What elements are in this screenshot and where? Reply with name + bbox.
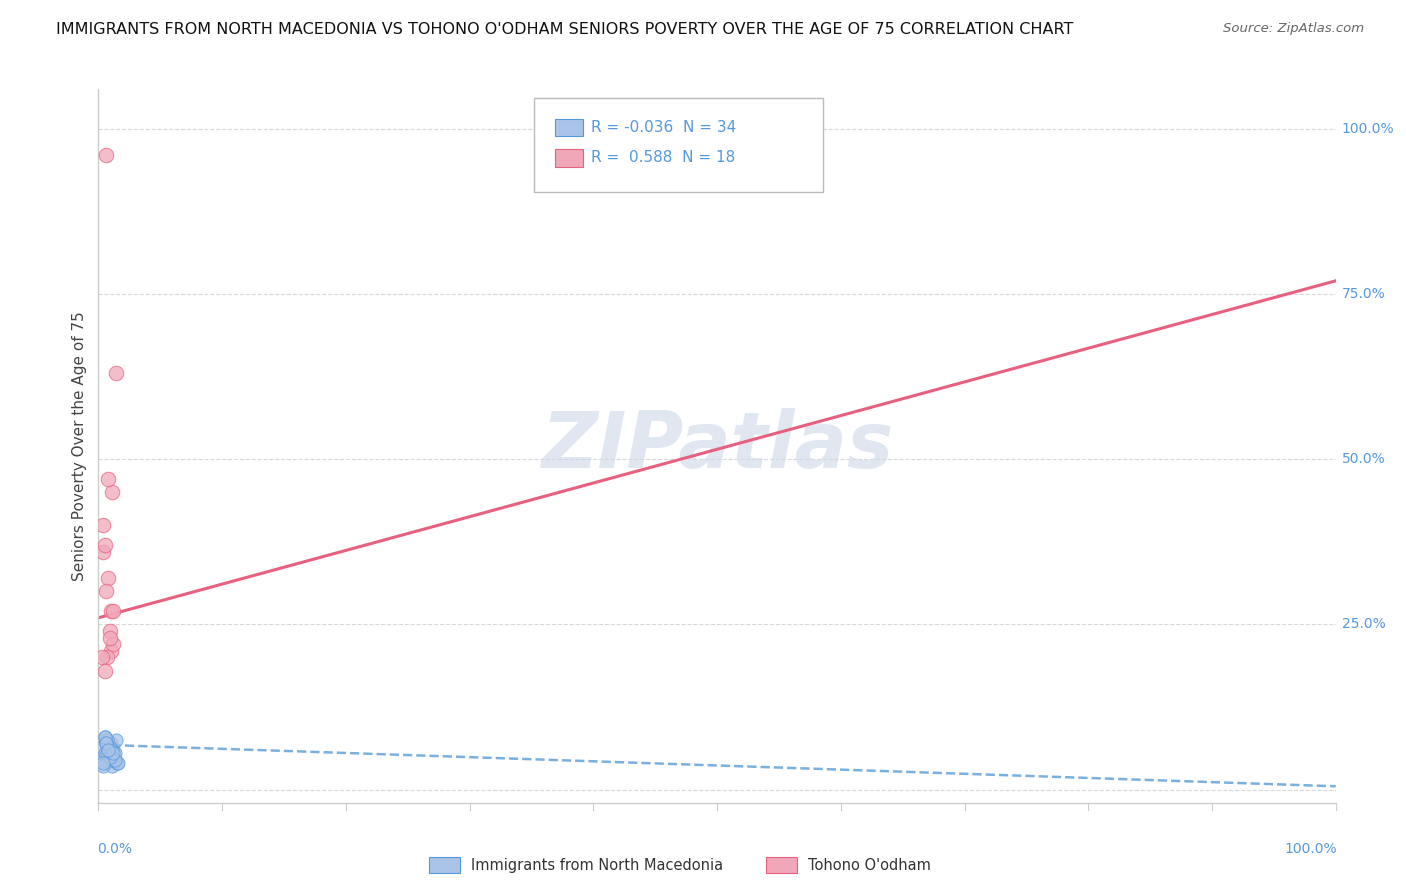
Point: [98, 743, 121, 757]
Text: 75.0%: 75.0%: [1341, 287, 1386, 301]
Text: IMMIGRANTS FROM NORTH MACEDONIA VS TOHONO O'ODHAM SENIORS POVERTY OVER THE AGE O: IMMIGRANTS FROM NORTH MACEDONIA VS TOHON…: [56, 22, 1074, 37]
Y-axis label: Seniors Poverty Over the Age of 75: Seniors Poverty Over the Age of 75: [72, 311, 87, 581]
Point: [93, 759, 115, 773]
Point: [93, 753, 115, 767]
Point: [97, 472, 120, 486]
Point: [93, 538, 115, 552]
Point: [107, 756, 129, 771]
Point: [100, 644, 122, 658]
Point: [105, 756, 128, 771]
Point: [97, 571, 120, 585]
Text: R =  0.588  N = 18: R = 0.588 N = 18: [591, 151, 735, 165]
Point: [94, 736, 117, 750]
Text: 50.0%: 50.0%: [1341, 452, 1386, 467]
Point: [100, 749, 122, 764]
Point: [93, 756, 115, 771]
Point: [94, 584, 117, 599]
Point: [98, 631, 121, 645]
Point: [101, 485, 124, 500]
Text: 100.0%: 100.0%: [1284, 842, 1337, 856]
Text: ZIPatlas: ZIPatlas: [541, 408, 893, 484]
Point: [103, 743, 125, 757]
Point: [104, 367, 127, 381]
Point: [98, 739, 121, 754]
Point: [103, 753, 125, 767]
Point: [94, 148, 117, 162]
Point: [93, 664, 115, 678]
Point: [93, 730, 115, 744]
Point: [103, 637, 125, 651]
Point: [97, 739, 120, 754]
Point: [103, 746, 125, 760]
Point: [100, 743, 122, 757]
Text: 25.0%: 25.0%: [1341, 617, 1386, 632]
Text: Tohono O'odham: Tohono O'odham: [808, 858, 931, 872]
Point: [93, 545, 115, 559]
Point: [94, 736, 117, 750]
Point: [94, 736, 117, 750]
Text: 0.0%: 0.0%: [97, 842, 132, 856]
Point: [96, 746, 118, 760]
Point: [97, 743, 120, 757]
Point: [104, 733, 127, 747]
Point: [100, 604, 122, 618]
Point: [103, 753, 125, 767]
Point: [96, 650, 118, 665]
Point: [91, 650, 114, 665]
Point: [93, 518, 115, 533]
Point: [97, 743, 120, 757]
Text: Source: ZipAtlas.com: Source: ZipAtlas.com: [1223, 22, 1364, 36]
Point: [91, 739, 114, 754]
Point: [98, 624, 121, 638]
Point: [103, 604, 125, 618]
Point: [103, 746, 125, 760]
Point: [98, 749, 121, 764]
Point: [93, 730, 115, 744]
Point: [101, 749, 124, 764]
Text: Immigrants from North Macedonia: Immigrants from North Macedonia: [471, 858, 723, 872]
Point: [94, 756, 117, 771]
Text: R = -0.036  N = 34: R = -0.036 N = 34: [591, 120, 735, 135]
Point: [100, 736, 122, 750]
Point: [93, 746, 115, 760]
Point: [96, 749, 118, 764]
Point: [96, 733, 118, 747]
Point: [101, 759, 124, 773]
Text: 100.0%: 100.0%: [1341, 122, 1395, 136]
Point: [97, 746, 120, 760]
